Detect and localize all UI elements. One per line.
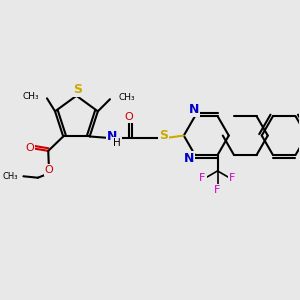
Text: S: S	[74, 83, 82, 96]
Text: N: N	[107, 130, 117, 143]
Text: F: F	[230, 173, 236, 183]
Text: O: O	[125, 112, 134, 122]
Text: O: O	[26, 143, 34, 153]
Text: O: O	[44, 165, 53, 175]
Text: H: H	[113, 138, 121, 148]
Text: CH₃: CH₃	[22, 92, 39, 101]
Text: N: N	[188, 103, 199, 116]
Text: CH₃: CH₃	[2, 172, 18, 181]
Text: S: S	[159, 128, 168, 142]
Text: N: N	[184, 152, 194, 165]
Text: CH₃: CH₃	[118, 93, 135, 102]
Text: F: F	[199, 173, 206, 183]
Text: F: F	[214, 185, 221, 195]
